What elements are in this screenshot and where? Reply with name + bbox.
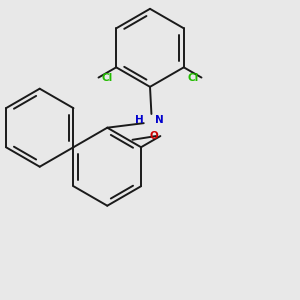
Text: Cl: Cl [187, 73, 199, 82]
Text: O: O [150, 131, 158, 141]
Text: Cl: Cl [101, 73, 113, 82]
Text: H: H [135, 115, 144, 125]
Text: N: N [155, 115, 164, 125]
